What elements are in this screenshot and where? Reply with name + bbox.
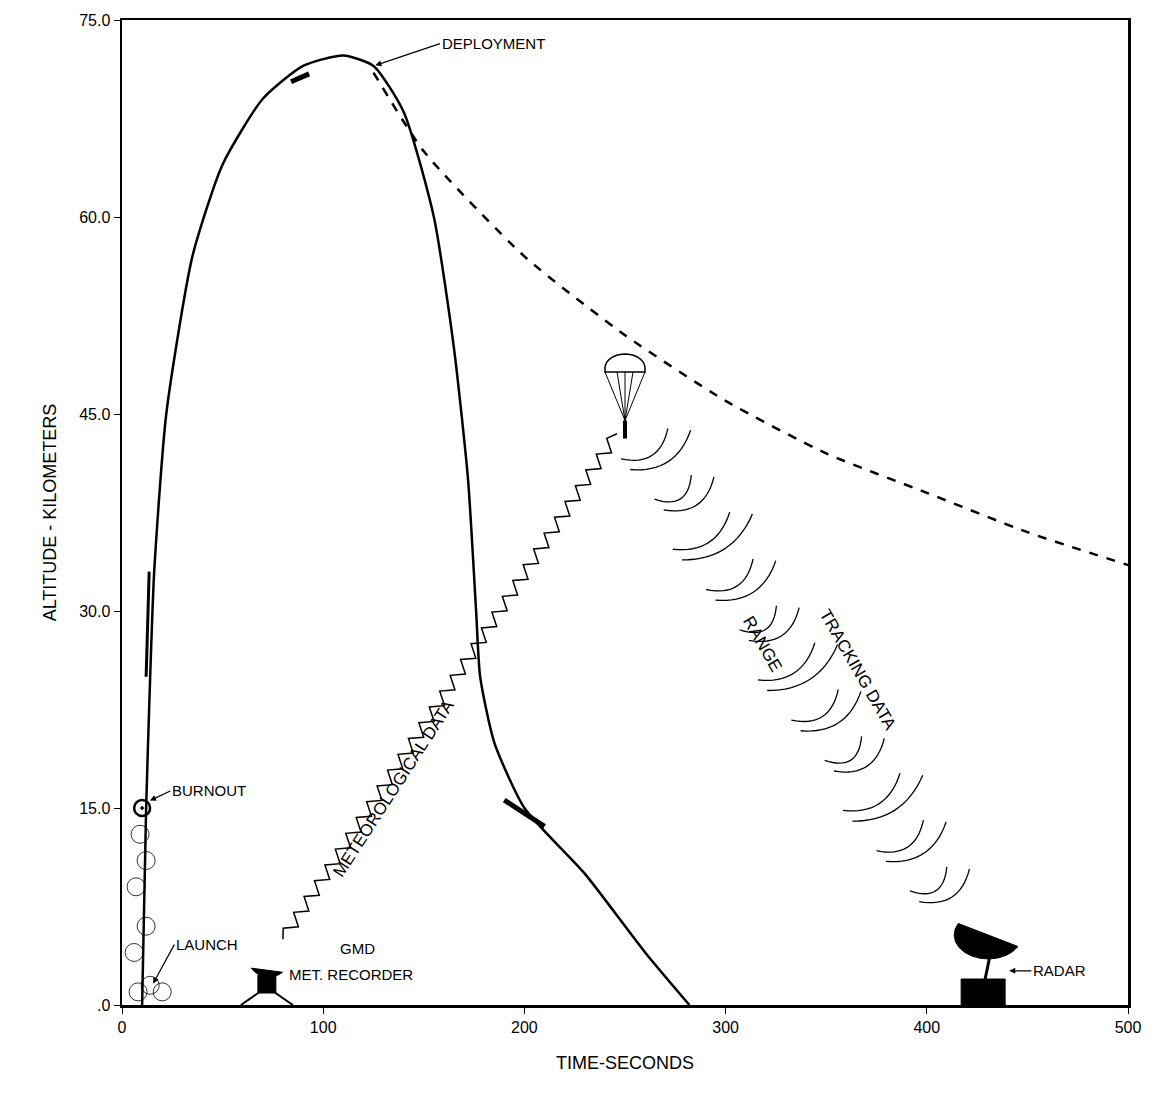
svg-text:30.0: 30.0	[79, 603, 110, 620]
svg-text:300: 300	[712, 1019, 739, 1036]
svg-text:75.0: 75.0	[79, 12, 110, 29]
svg-text:BURNOUT: BURNOUT	[172, 782, 246, 799]
svg-text:.0: .0	[97, 997, 110, 1014]
svg-text:METEOROLOGICAL DATA: METEOROLOGICAL DATA	[329, 696, 458, 880]
svg-text:GMD: GMD	[340, 940, 375, 957]
svg-text:DEPLOYMENT: DEPLOYMENT	[442, 35, 545, 52]
svg-text:RADAR: RADAR	[1033, 962, 1086, 979]
svg-text:45.0: 45.0	[79, 406, 110, 423]
svg-text:400: 400	[913, 1019, 940, 1036]
svg-text:TIME-SECONDS: TIME-SECONDS	[556, 1053, 694, 1073]
svg-text:100: 100	[310, 1019, 337, 1036]
svg-text:15.0: 15.0	[79, 800, 110, 817]
svg-text:RANGE: RANGE	[739, 613, 786, 675]
svg-text:ALTITUDE - KILOMETERS: ALTITUDE - KILOMETERS	[40, 404, 60, 622]
svg-text:MET. RECORDER: MET. RECORDER	[289, 966, 413, 983]
svg-text:LAUNCH: LAUNCH	[176, 936, 238, 953]
svg-text:60.0: 60.0	[79, 209, 110, 226]
svg-text:0: 0	[118, 1019, 127, 1036]
svg-text:200: 200	[511, 1019, 538, 1036]
svg-text:TRACKING DATA: TRACKING DATA	[816, 606, 900, 733]
svg-text:500: 500	[1115, 1019, 1142, 1036]
